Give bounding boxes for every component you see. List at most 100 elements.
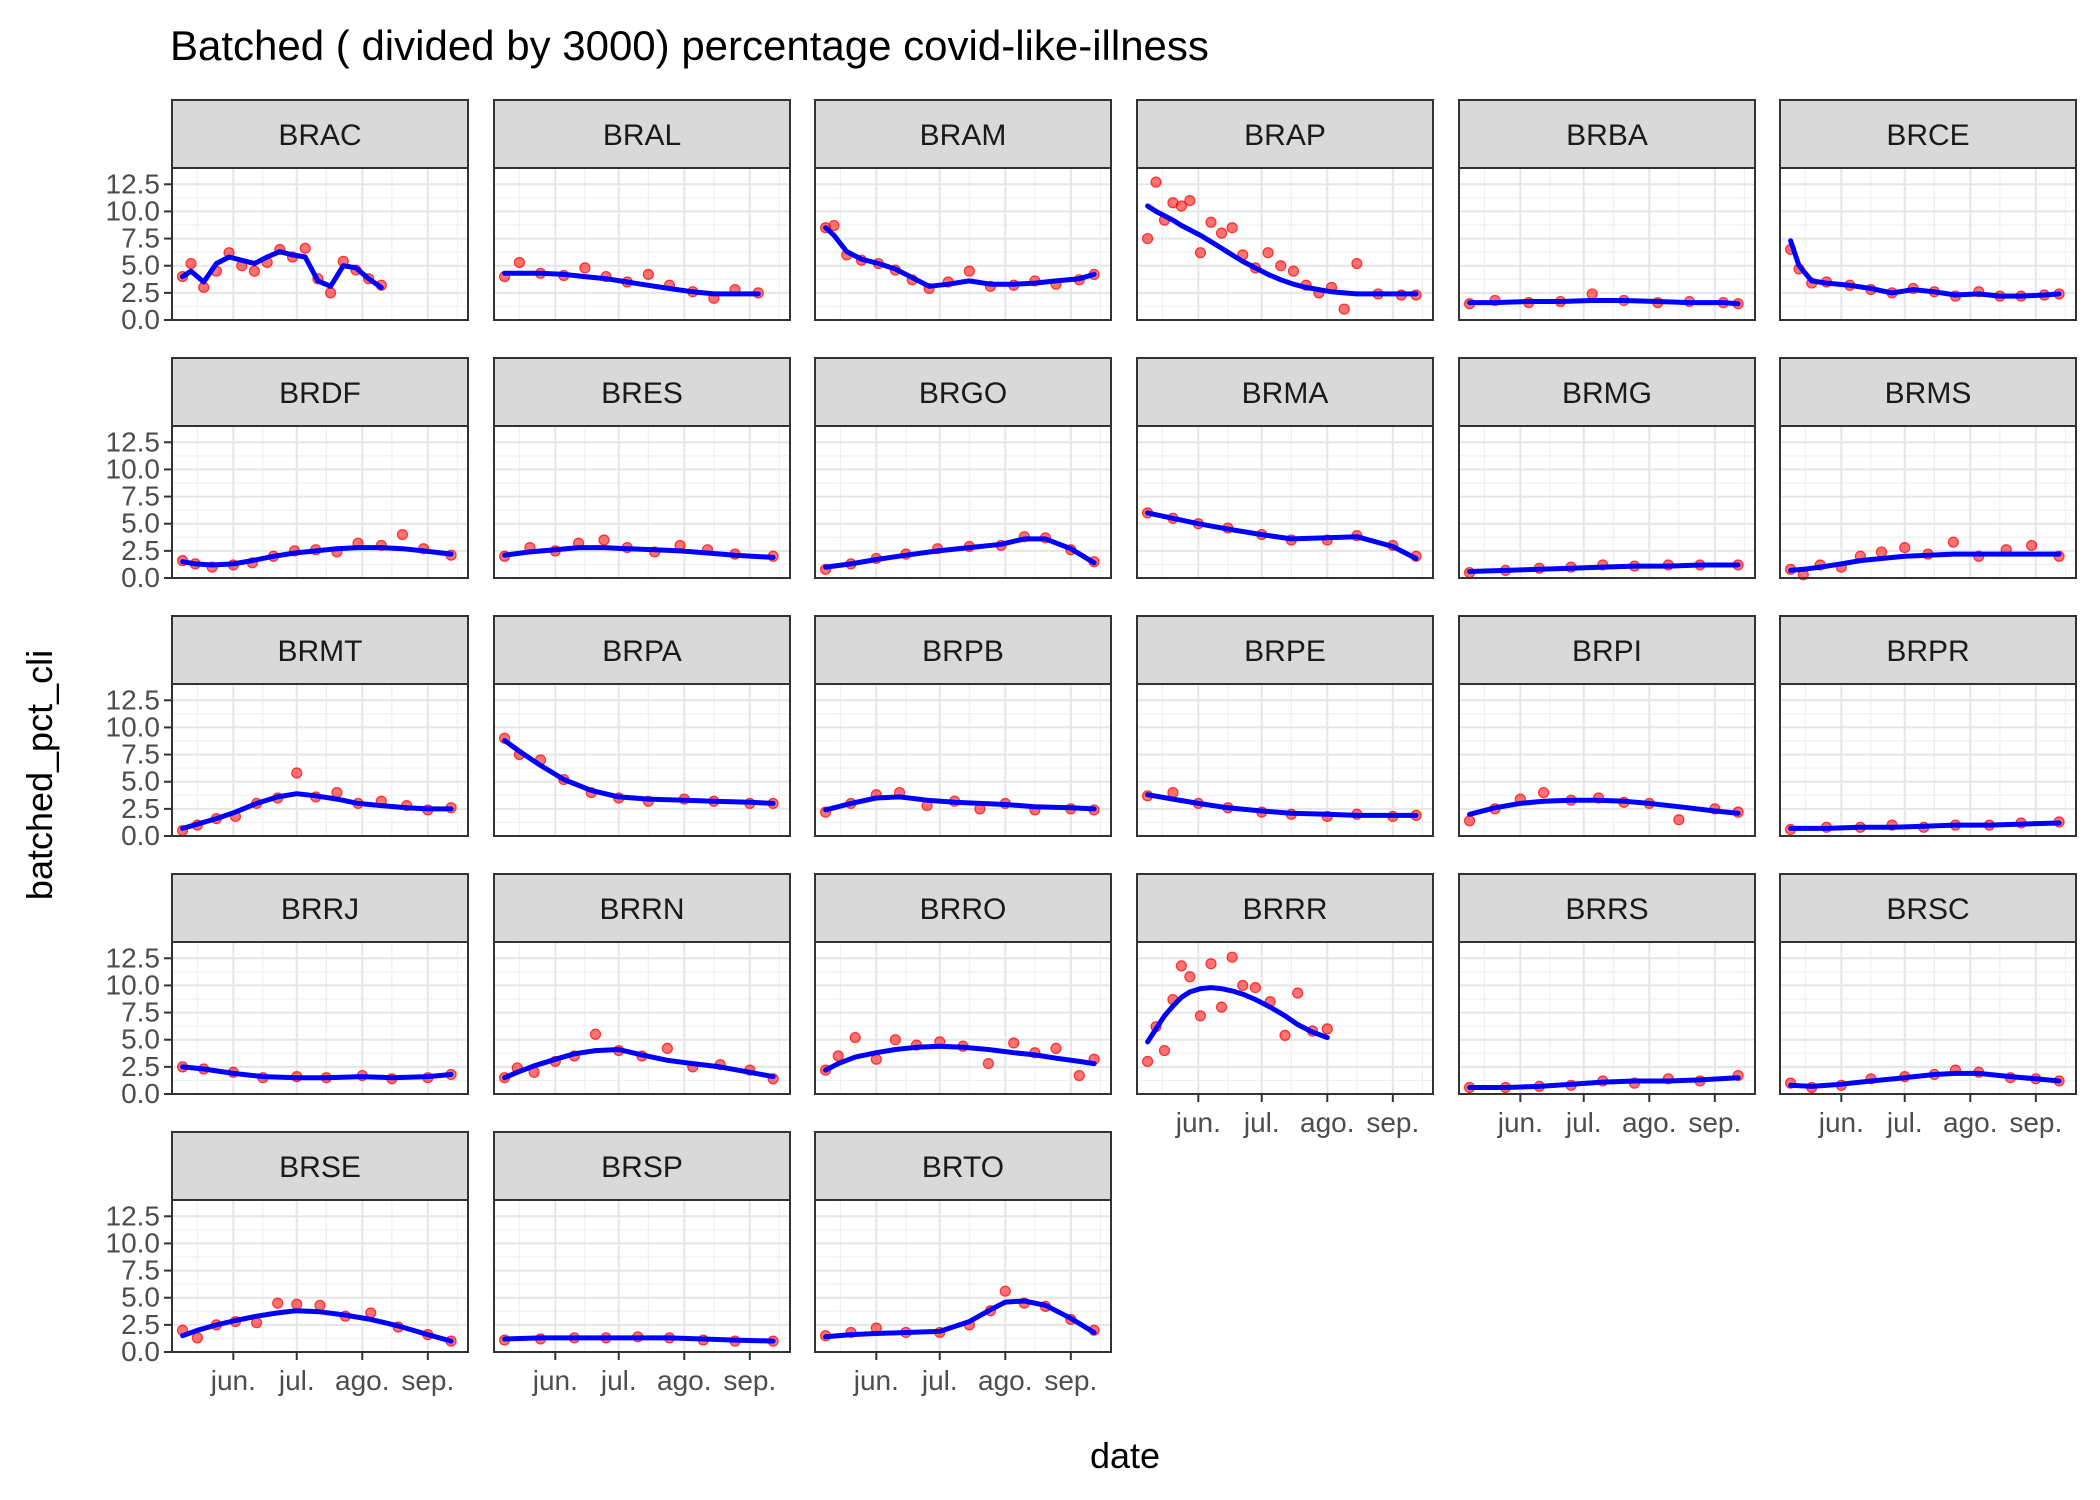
smooth-line (823, 794, 1097, 813)
smooth-line (1145, 792, 1419, 818)
data-point (1175, 200, 1188, 212)
panel-brms: BRMS (1779, 357, 2077, 581)
panel-border (814, 683, 1112, 837)
data-point (185, 257, 197, 270)
data-point (1338, 303, 1350, 315)
facet-label: BRMT (278, 635, 363, 668)
data-point (1947, 536, 1959, 548)
panel-border (1458, 425, 1756, 579)
x-tick-label: jun. (1818, 1107, 1864, 1138)
y-tick-label: 12.5 (106, 168, 161, 199)
data-point (1262, 247, 1274, 259)
facet-label: BRRR (1242, 893, 1327, 926)
panel-bram: BRAM (814, 99, 1112, 321)
data-point (589, 1028, 602, 1040)
facet-strip (171, 1131, 469, 1201)
panel-brmt: BRMT 0.02.55.07.510.012.5 (106, 615, 469, 851)
data-point (1184, 971, 1196, 983)
panel-background (815, 684, 1111, 836)
x-tick-label: sep. (2009, 1107, 2062, 1138)
data-point (1073, 1069, 1085, 1082)
panel-border (493, 1199, 791, 1353)
facet-label: BRRO (920, 893, 1007, 926)
data-point (299, 242, 311, 254)
data-point (1215, 227, 1228, 239)
y-tick-label: 0.0 (121, 820, 160, 851)
x-tick-label: jul. (1565, 1107, 1602, 1138)
panel-border (814, 1199, 1112, 1353)
facet-label: BRSC (1886, 893, 1969, 926)
facet-label: BRAL (603, 119, 681, 152)
facet-label: BRES (601, 377, 683, 410)
data-point (1205, 216, 1217, 228)
panel-background (815, 426, 1111, 578)
x-tick-label: jun. (532, 1365, 578, 1396)
x-tick-label: sep. (1044, 1365, 1097, 1396)
panel-border (1779, 683, 2077, 837)
smooth-line (1788, 820, 2062, 831)
smooth-line (1145, 203, 1419, 297)
facet-label: BRSP (601, 1151, 683, 1184)
x-tick-label: ago. (335, 1365, 390, 1396)
panel-border (1458, 167, 1756, 321)
smooth-line (180, 545, 454, 568)
data-point (248, 265, 261, 277)
data-point (291, 1298, 303, 1310)
smooth-line (1788, 1070, 2062, 1089)
smooth-line (1467, 1075, 1741, 1090)
facet-label: BRRN (599, 893, 684, 926)
data-point (191, 1332, 203, 1344)
panel-brpi: BRPI (1458, 615, 1756, 837)
facet-label: BRSE (279, 1151, 361, 1184)
panel-brrn: BRRN (493, 873, 791, 1095)
panel-border (171, 425, 469, 579)
panel-border (1136, 683, 1434, 837)
x-axis-title: date (1090, 1435, 1160, 1476)
panel-brpb: BRPB (814, 615, 1112, 837)
facet-strip (1779, 99, 2077, 169)
y-tick-label: 0.0 (121, 562, 160, 593)
y-tick-label: 10.0 (106, 195, 161, 226)
data-point (1158, 1044, 1171, 1057)
x-tick-label: ago. (978, 1365, 1033, 1396)
facet-label: BRMA (1242, 377, 1329, 410)
panel-brgo: BRGO (814, 357, 1112, 579)
facet-label: BRGO (919, 377, 1007, 410)
smooth-line (502, 545, 776, 560)
y-tick-label: 10.0 (106, 969, 161, 1000)
facet-label: BRAC (278, 119, 361, 152)
panel-background (494, 168, 790, 320)
y-tick-label: 7.5 (121, 223, 160, 254)
data-point (1194, 1010, 1207, 1022)
panel-background (815, 168, 1111, 320)
data-point (1194, 247, 1207, 259)
y-tick-label: 7.5 (121, 997, 160, 1028)
data-point (1050, 1042, 1062, 1055)
panel-background (1137, 168, 1433, 320)
panel-brse: BRSE 0.02.55.07.510.012.5 jun. jul. ago. sep. (106, 1131, 469, 1396)
data-point (513, 256, 525, 269)
chart-title: Batched ( divided by 3000) percentage co… (170, 22, 1209, 69)
x-tick-label: sep. (401, 1365, 454, 1396)
y-tick-label: 5.0 (121, 1282, 160, 1313)
panel-brdf: BRDF 0.02.55.07.510.012.5 (106, 357, 469, 593)
data-point (999, 1285, 1011, 1297)
panel-border (1136, 425, 1434, 579)
facet-strip (1779, 615, 2077, 685)
panel-brpe: BRPE (1136, 615, 1434, 837)
data-point (1537, 786, 1550, 799)
y-tick-label: 12.5 (106, 942, 161, 973)
panel-border (171, 1199, 469, 1353)
panel-border (814, 167, 1112, 321)
data-point (1205, 958, 1217, 970)
y-tick-label: 0.0 (121, 1078, 160, 1109)
smooth-line (180, 791, 454, 831)
y-tick-label: 0.0 (121, 1336, 160, 1367)
panel-background (1459, 168, 1755, 320)
data-point (1141, 1055, 1154, 1068)
panel-border (171, 167, 469, 321)
x-tick-label: ago. (1943, 1107, 1998, 1138)
smooth-line (823, 225, 1097, 289)
facet-label: BRRS (1565, 893, 1648, 926)
facet-strip (1458, 99, 1756, 169)
